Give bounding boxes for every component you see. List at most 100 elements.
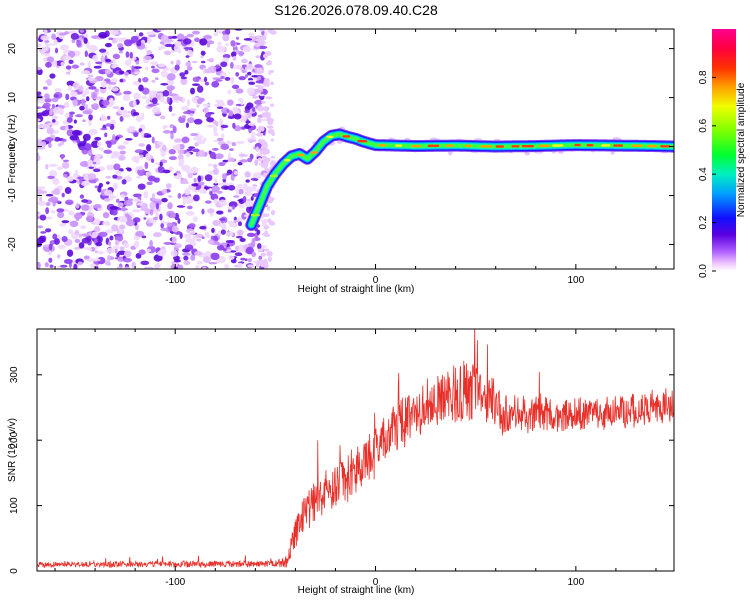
spectrogram-noise-blob [233,64,242,70]
spectrogram-noise-blob [254,64,263,68]
spectrogram-noise-blob [37,153,40,161]
spectrogram-noise-blob [231,84,240,90]
spectrogram-noise-blob [244,258,248,262]
spectrogram-y-axis: -20 -10 0 10 20 [7,43,674,252]
spectrogram-noise-blob [157,250,166,257]
spectrogram-noise-blob [207,163,213,167]
spectrogram-noise-blob [49,110,53,116]
spectrogram-noise-blob [127,111,131,114]
spectrogram-noise-blob [144,161,149,170]
spectrogram-noise-blob [256,75,262,81]
spectrogram-noise-blob [146,31,156,36]
spectrogram-noise-blob [112,134,116,142]
spectrogram-noise-blob [176,59,181,66]
spectrogram-noise-blob [195,233,204,239]
spectrogram-noise-blob [169,87,173,95]
spectrogram-noise-blob [51,33,57,40]
spectrogram-noise-blob [47,175,55,179]
spectrogram-trace [245,126,674,231]
spectrogram-noise-blob [190,254,196,261]
spectrogram-noise-blob [76,138,81,144]
spectrogram-noise-blob [75,202,80,209]
spectrogram-noise-blob [212,147,219,151]
spectrogram-noise-blob [138,32,144,37]
spectrogram-noise-blob [119,150,126,155]
spectrogram-noise-blob [164,43,174,48]
spectrogram-noise-blob [103,198,111,202]
spectrogram-noise-blob [135,116,143,122]
spectrogram-noise-blob [200,50,206,56]
spectrogram-noise-blob [168,166,174,172]
spectrogram-noise-blob [145,171,152,176]
spectrogram-noise-blob [37,200,47,206]
spectrogram-noise-blob [137,205,141,209]
spectrogram-noise-blob [270,138,275,142]
spectrogram-y-axis-label: Frequency (Hz) [7,115,18,184]
snr-y-tick-label: 300 [9,366,20,383]
spectrogram-noise-blob [212,219,221,226]
spectrogram-noise-blob [267,218,272,224]
spectrogram-noise-blob [173,138,183,143]
spectrogram-noise-blob [170,249,178,257]
spectrogram-noise-blob [173,266,179,269]
spectrogram-noise-blob [68,210,75,216]
spectrogram-noise-blob [237,230,243,236]
spectrogram-noise-blob [97,256,106,265]
spectrogram-noise-blob [190,87,196,95]
spectrogram-noise-blob [222,248,228,251]
spectrogram-noise-blob [151,79,156,83]
spectrogram-noise-blob [130,35,139,44]
spectrogram-noise-blob [100,55,105,64]
spectrogram-noise-blob [56,254,61,259]
spectrogram-noise-blob [56,166,63,171]
spectrogram-noise-blob [177,218,181,224]
spectrogram-noise-blob [151,97,158,105]
spectrogram-noise-blob [188,223,196,229]
spectrogram-noise-blob [173,255,180,261]
spectrogram-noise-blob [227,206,233,210]
spectrogram-noise-blob [227,157,235,163]
spectrogram-noise-blob [68,59,74,65]
spectrogram-noise-blob [88,114,93,121]
spectrogram-noise-blob [233,125,242,132]
spectrogram-noise-blob [110,64,117,69]
spectrogram-noise-blob [95,177,99,182]
spectrogram-noise-blob [71,129,81,136]
spectrogram-noise-blob [245,200,254,208]
spectrogram-noise-blob [150,91,158,95]
spectrogram-noise-blob [227,99,234,106]
spectrogram-noise-blob [112,57,116,65]
spectrogram-noise-blob [186,66,193,71]
spectrogram-noise-blob [220,76,225,80]
spectrogram-noise-blob [263,80,268,87]
spectrogram-noise-blob [151,136,155,144]
spectrogram-noise-blob [165,183,172,189]
spectrogram-noise-blob [123,71,129,76]
spectrogram-noise-blob [255,80,264,84]
spectrogram-noise-blob [207,208,215,214]
spectrogram-noise-blob [206,42,211,48]
figure-title: S126.2026.078.09.40.C28 [274,2,438,18]
spectrogram-noise-blob [207,239,215,245]
spectrogram-noise-blob [87,159,93,165]
spectrogram-noise-blob [118,70,125,75]
spectrogram-noise-blob [78,233,82,238]
spectrogram-noise-blob [267,120,274,125]
spectrogram-noise-blob [88,119,92,127]
spectrogram-noise-blob [98,147,105,151]
spectrogram-noise-blob [81,204,90,211]
spectrogram-noise-blob [163,241,173,245]
spectrogram-noise-blob [202,35,213,39]
spectrogram-noise-blob [80,98,86,106]
spectrogram-noise-blob [212,167,219,176]
spectrogram-noise-blob [91,140,100,149]
spectrogram-noise-blob [82,110,92,115]
spectrogram-noise-blob [216,242,221,246]
spectrogram-noise-blob [270,197,275,201]
spectrogram-noise-blob [39,214,47,221]
spectrogram-noise-blob [105,58,112,63]
spectrogram-noise-blob [109,97,114,104]
spectrogram-noise-blob [211,81,220,88]
spectrogram-noise-blob [138,143,145,147]
spectrogram-noise-blob [261,30,265,36]
